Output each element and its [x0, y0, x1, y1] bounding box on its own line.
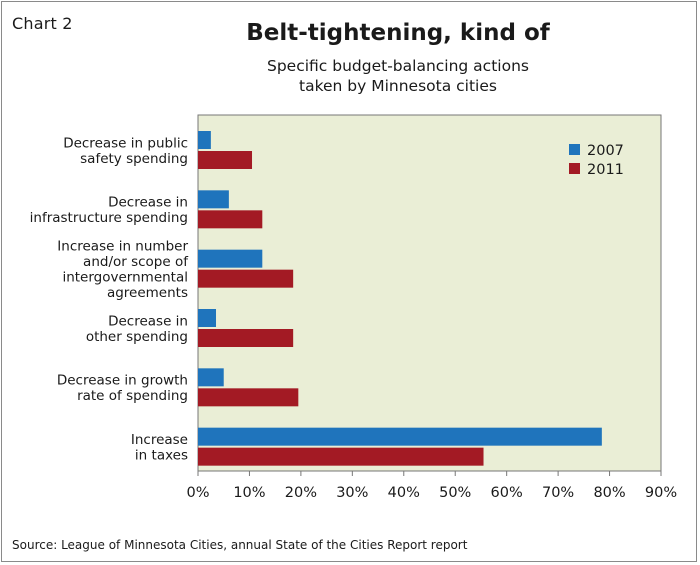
legend-swatch-2007: [569, 144, 580, 155]
bar-2007-2: [198, 249, 263, 268]
bar-2011-0: [198, 151, 253, 169]
chart-subtitle: Specific budget-balancing actions taken …: [240, 56, 556, 96]
bar-2007-5: [198, 427, 602, 446]
legend-label-2011: 2011: [587, 162, 624, 178]
bar-2011-2: [198, 269, 294, 288]
x-tick-label-8: 80%: [593, 485, 625, 501]
x-tick-label-0: 0%: [186, 485, 209, 501]
category-label-3: Decrease in other spending: [86, 313, 188, 345]
legend-label-2007: 2007: [587, 143, 624, 159]
x-tick-label-7: 70%: [542, 485, 574, 501]
bar-2007-3: [198, 309, 217, 327]
bar-2007-1: [198, 190, 229, 209]
bar-2011-4: [198, 388, 299, 407]
category-label-2: Increase in number and/or scope of intergo…: [57, 238, 189, 301]
subtitle-line-1: Specific budget-balancing actions: [267, 57, 529, 75]
chart-number-label: Chart 2: [12, 14, 73, 33]
x-tick-label-1: 10%: [233, 485, 265, 501]
bar-2007-0: [198, 131, 211, 149]
x-tick-label-9: 90%: [645, 485, 677, 501]
subtitle-line-2: taken by Minnesota cities: [299, 77, 497, 95]
plot-area: [197, 114, 662, 472]
x-tick-label-4: 40%: [388, 485, 420, 501]
bar-2011-1: [198, 210, 263, 229]
source-note: Source: League of Minnesota Cities, annu…: [12, 538, 468, 552]
x-tick-label-2: 20%: [285, 485, 317, 501]
bar-2007-4: [198, 368, 224, 387]
category-label-4: Decrease in growth rate of spending: [57, 373, 188, 405]
x-tick-label-6: 60%: [491, 485, 523, 501]
x-tick-label-5: 50%: [439, 485, 471, 501]
category-label-0: Decrease in public safety spending: [63, 135, 188, 167]
x-tick-label-3: 30%: [336, 485, 368, 501]
chart-title: Belt-tightening, kind of: [246, 20, 550, 46]
category-label-5: Increase in taxes: [131, 432, 188, 464]
legend-swatch-2011: [569, 163, 580, 174]
bar-2011-3: [198, 329, 294, 347]
bar-2011-5: [198, 447, 484, 466]
category-label-1: Decrease in infrastructure spending: [30, 195, 188, 227]
